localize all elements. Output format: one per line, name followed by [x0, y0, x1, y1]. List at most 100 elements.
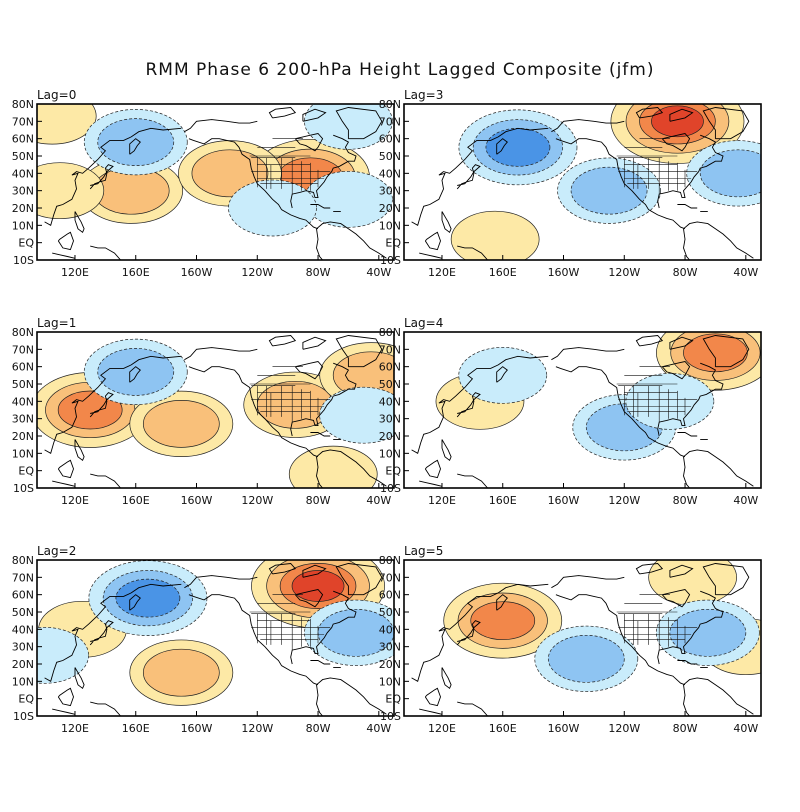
contour-level-2	[669, 608, 747, 657]
coastline	[411, 355, 549, 454]
lat-tick-label: 70N	[379, 343, 401, 356]
positive-anomaly-center	[288, 445, 378, 488]
coastline	[424, 687, 441, 707]
lon-tick-label: 120E	[428, 494, 456, 507]
lon-tick-label: 120W	[241, 266, 273, 279]
lat-tick-label: 60N	[379, 133, 401, 146]
contour-level-2	[97, 118, 175, 166]
lon-tick-label: 160E	[122, 494, 150, 507]
lat-tick-label: 40N	[12, 623, 34, 636]
lon-tick-label: 120E	[61, 494, 89, 507]
state-boundaries	[616, 138, 698, 195]
negative-anomaly-center	[88, 560, 208, 636]
contour-level-2	[97, 348, 175, 396]
coastline	[188, 138, 319, 230]
contour-level-2	[547, 634, 625, 683]
lat-tick-label: 50N	[12, 378, 34, 391]
negative-anomaly-center	[304, 170, 393, 228]
coastline	[184, 575, 258, 589]
positive-anomaly-center	[37, 104, 97, 145]
coastline	[316, 449, 387, 487]
lat-tick-label: 60N	[379, 361, 401, 374]
lon-tick-label: 80W	[306, 266, 331, 279]
contour-level-3	[683, 333, 748, 373]
positive-anomaly-center	[129, 390, 234, 457]
coastline	[496, 366, 508, 383]
lat-tick-label: 80N	[12, 326, 34, 339]
coastline	[683, 684, 690, 716]
coastline	[316, 221, 387, 259]
panel-lag-5: Lag=5 80N 70N 60N 50N 40N 30N 20N 10N EQ 10S 120E 16…	[364, 538, 764, 812]
map-frame	[403, 559, 762, 717]
map-frame	[403, 331, 762, 489]
map-frame	[36, 559, 395, 717]
lon-tick-label: 160E	[489, 722, 517, 735]
coastline	[90, 701, 121, 716]
panel-lag-1: Lag=1 80N 70N 60N 50N 40N 30N 20N 10N EQ 10S 120E 16…	[0, 310, 397, 584]
lag-label: Lag=3	[404, 88, 443, 102]
coastline	[683, 221, 754, 259]
lat-tick-label: 80N	[12, 98, 34, 111]
coastline	[441, 439, 452, 462]
lat-tick-label: EQ	[18, 693, 34, 706]
coastline	[441, 211, 452, 234]
coastline	[456, 392, 481, 418]
lon-tick-label: 40W	[366, 266, 391, 279]
coastline	[294, 361, 324, 380]
lat-tick-label: 60N	[379, 589, 401, 602]
coastline	[702, 335, 750, 368]
coastline	[411, 583, 549, 682]
map-frame	[403, 103, 762, 261]
coastline	[441, 667, 452, 690]
coastline	[310, 432, 331, 437]
coastline	[129, 138, 141, 155]
coastlines	[44, 107, 387, 260]
lon-tick-label: 120E	[428, 266, 456, 279]
lat-tick-label: 70N	[379, 571, 401, 584]
coastline	[677, 204, 698, 209]
lon-tick-label: 120W	[608, 266, 640, 279]
lon-tick-label: 160W	[548, 266, 580, 279]
coastline	[555, 138, 686, 230]
coastline	[52, 708, 76, 715]
coastline	[129, 366, 141, 383]
lat-tick-label: 30N	[379, 185, 401, 198]
map-frame	[36, 103, 395, 261]
coastline	[702, 107, 750, 140]
lat-tick-label: 70N	[12, 343, 34, 356]
lat-tick-label: 10N	[12, 219, 34, 232]
coastline	[669, 564, 694, 578]
lat-tick-label: 20N	[379, 658, 401, 671]
contour-level-2	[699, 149, 761, 198]
contour-level-1	[648, 560, 737, 606]
coastline	[310, 204, 331, 209]
lat-tick-label: 20N	[12, 202, 34, 215]
lat-tick-label: 70N	[12, 115, 34, 128]
coastline	[89, 620, 114, 646]
negative-anomaly-center	[458, 109, 578, 186]
lon-tick-label: 40W	[366, 494, 391, 507]
lon-tick-label: 160E	[489, 266, 517, 279]
coastline	[290, 590, 357, 665]
coastline	[44, 127, 182, 226]
lon-tick-label: 40W	[733, 494, 758, 507]
coastline	[302, 108, 327, 122]
negative-anomaly-center	[83, 109, 188, 176]
state-boundaries	[249, 594, 331, 651]
lat-tick-label: 80N	[379, 326, 401, 339]
coastline	[316, 456, 323, 488]
coastline	[290, 362, 357, 437]
state-boundaries	[249, 366, 331, 423]
lon-tick-label: 160W	[181, 266, 213, 279]
state-boundaries	[616, 366, 698, 423]
coastline	[669, 108, 694, 122]
coastline	[184, 347, 258, 361]
contour-level-3	[115, 578, 181, 618]
negative-anomaly-center	[319, 386, 394, 444]
panel-lag-2: Lag=2 80N 70N 60N 50N 40N 30N 20N 10N EQ 10S 120E 16…	[0, 538, 397, 812]
coastline	[188, 366, 319, 458]
coastline	[44, 583, 182, 682]
lon-tick-label: 160W	[181, 494, 213, 507]
lat-tick-label: 70N	[12, 571, 34, 584]
